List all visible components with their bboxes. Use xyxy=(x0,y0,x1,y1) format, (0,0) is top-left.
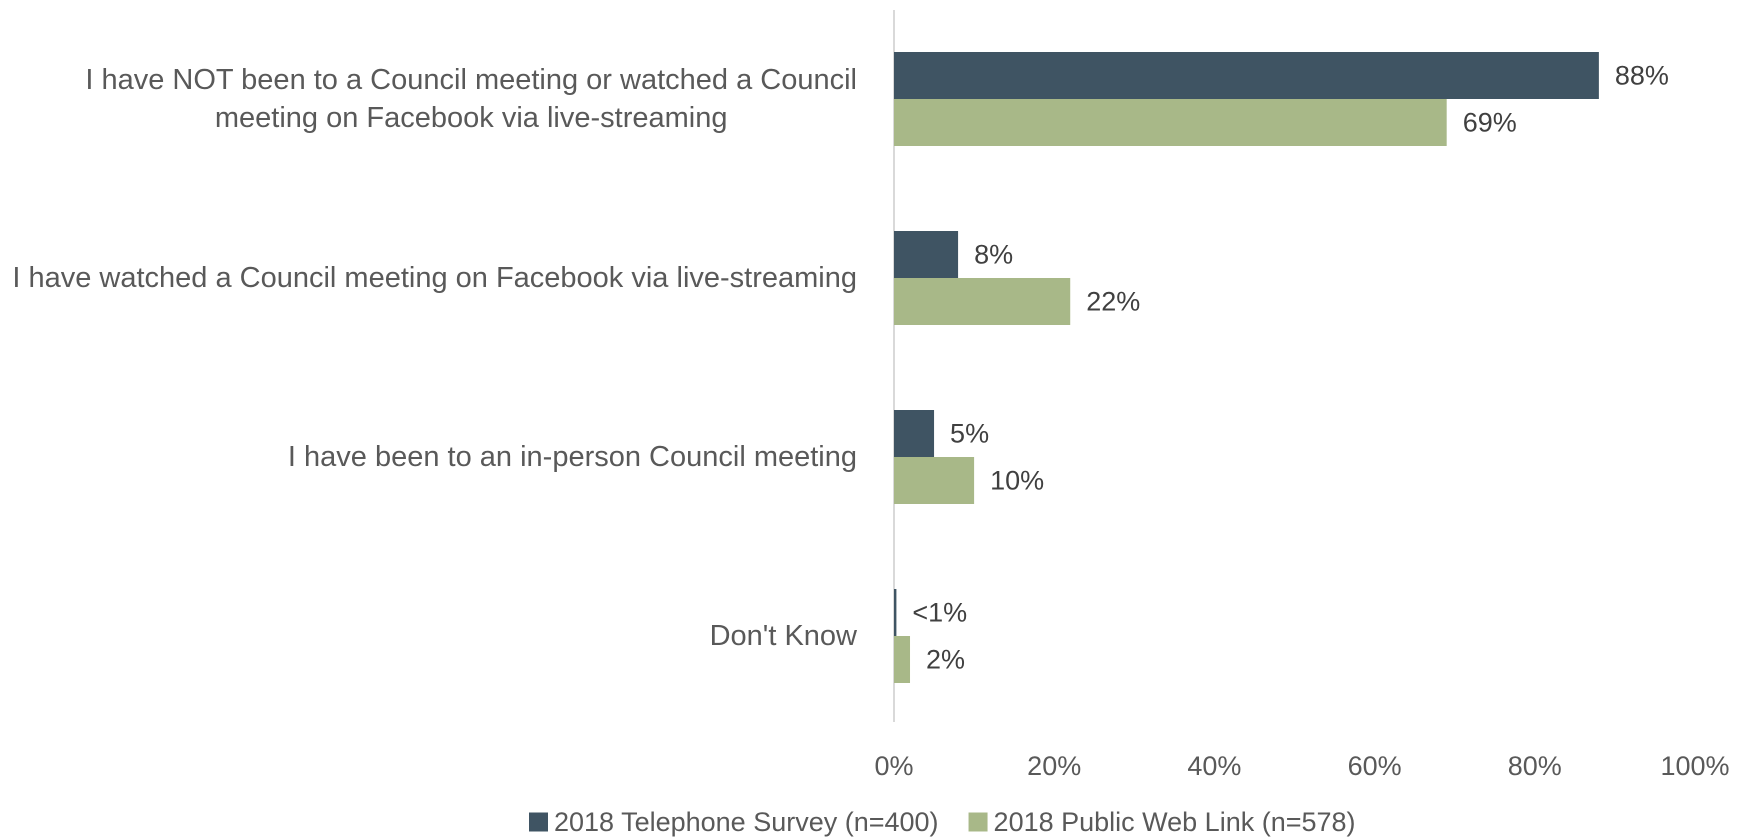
category-label: I have NOT been to a Council meeting or … xyxy=(85,64,857,134)
data-label: 5% xyxy=(950,419,989,449)
legend-swatch xyxy=(529,812,548,832)
bar xyxy=(894,52,1599,99)
data-label: 69% xyxy=(1463,108,1517,138)
legend-swatch xyxy=(968,812,988,832)
category-label: I have been to an in-person Council meet… xyxy=(288,441,857,473)
legend-label: 2018 Public Web Link (n=578) xyxy=(994,807,1356,837)
bar xyxy=(894,457,975,504)
data-label: 10% xyxy=(990,466,1044,496)
bar xyxy=(894,278,1071,325)
data-label: 2% xyxy=(926,645,965,675)
bar xyxy=(894,410,935,457)
data-label: 22% xyxy=(1086,287,1140,317)
x-tick-label: 80% xyxy=(1508,751,1562,781)
category-label: Don't Know xyxy=(710,620,858,652)
x-tick-label: 100% xyxy=(1660,751,1729,781)
bar xyxy=(894,589,897,636)
bar xyxy=(894,99,1447,146)
data-label: 8% xyxy=(974,240,1013,270)
x-tick-label: 20% xyxy=(1027,751,1081,781)
bar xyxy=(894,636,911,683)
x-tick-label: 0% xyxy=(874,751,913,781)
bar xyxy=(894,231,959,278)
data-label: <1% xyxy=(912,598,967,628)
x-tick-label: 60% xyxy=(1348,751,1402,781)
x-tick-label: 40% xyxy=(1187,751,1241,781)
data-label: 88% xyxy=(1615,61,1669,91)
legend-label: 2018 Telephone Survey (n=400) xyxy=(554,807,939,837)
category-label: I have watched a Council meeting on Face… xyxy=(12,262,857,294)
